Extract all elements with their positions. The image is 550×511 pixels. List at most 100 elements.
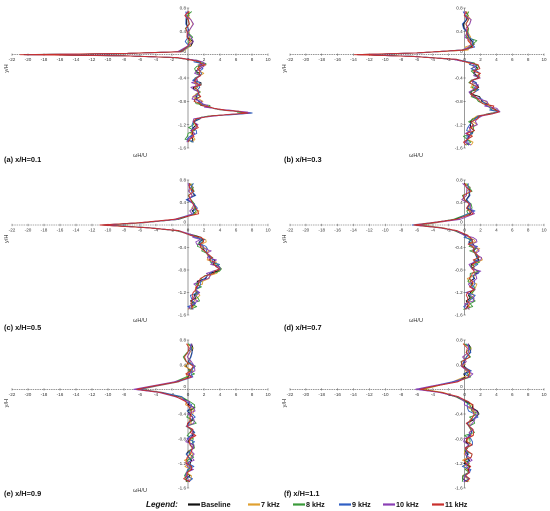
- y-tick-label: -1.2: [178, 290, 186, 295]
- x-tick-label: 8: [251, 228, 254, 233]
- x-tick-label: -16: [57, 392, 64, 397]
- x-tick-label: -22: [287, 392, 294, 397]
- x-tick-label: -12: [89, 228, 96, 233]
- x-tick-label: 4: [219, 228, 222, 233]
- x-tick-label: 2: [479, 228, 482, 233]
- y-tick-label: -0.4: [455, 412, 463, 417]
- y-tick-label: 0.8: [180, 6, 187, 11]
- x-tick-label: -20: [303, 392, 310, 397]
- y-tick-label: -0.4: [455, 245, 463, 250]
- series-line-10-khz: [357, 11, 501, 146]
- y-tick-label: -1.6: [178, 313, 186, 318]
- x-tick-label: -10: [382, 392, 389, 397]
- y-tick-label: 0: [460, 384, 463, 389]
- y-tick-label: -0.8: [455, 99, 463, 104]
- x-tick-label: -16: [334, 392, 341, 397]
- legend-item-label: 11 kHz: [445, 500, 468, 509]
- x-tick-label: -10: [382, 57, 389, 62]
- x-tick-label: -22: [287, 57, 294, 62]
- y-axis-label: y/H: [4, 235, 10, 243]
- series-line-7-khz: [109, 183, 222, 310]
- x-tick-label: -12: [89, 392, 96, 397]
- x-tick-label: -16: [57, 228, 64, 233]
- y-tick-label: -0.8: [455, 268, 463, 273]
- x-tick-label: -8: [399, 228, 404, 233]
- x-tick-label: -10: [105, 228, 112, 233]
- y-tick-label: 0: [460, 220, 463, 225]
- x-tick-label: -18: [318, 57, 325, 62]
- x-tick-label: -14: [350, 57, 357, 62]
- series-line-10-khz: [133, 343, 196, 483]
- x-tick-label: 6: [235, 228, 238, 233]
- x-tick-label: 4: [219, 57, 222, 62]
- y-tick-label: 0.8: [456, 178, 463, 183]
- y-tick-label: -0.4: [455, 76, 463, 81]
- x-tick-label: -22: [9, 228, 16, 233]
- x-tick-label: -14: [350, 228, 357, 233]
- x-tick-label: -20: [25, 228, 32, 233]
- y-tick-label: 0.8: [180, 178, 187, 183]
- x-tick-label: 10: [541, 228, 547, 233]
- x-tick-label: 0: [463, 392, 466, 397]
- x-tick-label: 0: [187, 392, 190, 397]
- x-tick-label: 2: [479, 392, 482, 397]
- y-tick-label: 0.4: [456, 200, 463, 205]
- x-tick-label: -8: [122, 228, 127, 233]
- legend-item-label: 9 kHz: [352, 500, 371, 509]
- x-tick-label: -12: [89, 57, 96, 62]
- panel-2: -22 -20 -18 -16 -14 -12 -10 -8 -6 -4 -2 0 2 4 6 8 100.80…: [282, 6, 547, 164]
- y-tick-label: -1.2: [455, 122, 463, 127]
- legend-item-label: 8 kHz: [306, 500, 325, 509]
- legend-item-label: 7 kHz: [261, 500, 280, 509]
- x-tick-label: 10: [265, 228, 271, 233]
- y-tick-label: -1.6: [178, 146, 186, 151]
- y-tick-label: -1.2: [178, 122, 186, 127]
- series-line-8-khz: [25, 11, 248, 143]
- x-tick-label: 0: [187, 228, 190, 233]
- x-tick-label: -4: [154, 57, 159, 62]
- x-tick-label: -2: [447, 57, 452, 62]
- panel-caption: (f) x/H=1.1: [284, 489, 320, 498]
- x-tick-label: -6: [415, 57, 420, 62]
- x-tick-label: -10: [105, 392, 112, 397]
- x-tick-label: 8: [251, 57, 254, 62]
- x-tick-label: 10: [265, 392, 271, 397]
- y-tick-label: 0.8: [456, 6, 463, 11]
- y-tick-label: -0.8: [455, 436, 463, 441]
- y-tick-label: 0: [183, 220, 186, 225]
- y-tick-label: 0: [460, 49, 463, 54]
- y-tick-label: 0.4: [456, 29, 463, 34]
- y-tick-label: 0.8: [180, 338, 187, 343]
- x-tick-label: -8: [122, 57, 127, 62]
- x-tick-label: -10: [382, 228, 389, 233]
- x-axis-label: ωH/U: [133, 488, 147, 494]
- x-tick-label: -18: [41, 228, 48, 233]
- panel-caption: (d) x/H=0.7: [284, 323, 322, 332]
- x-tick-label: -20: [303, 228, 310, 233]
- x-axis-label: ωH/U: [133, 153, 147, 159]
- x-tick-label: -14: [73, 392, 80, 397]
- y-axis-label: y/H: [282, 399, 288, 407]
- x-tick-label: 2: [203, 392, 206, 397]
- y-tick-label: -0.4: [178, 412, 186, 417]
- panel-caption: (b) x/H=0.3: [284, 155, 322, 164]
- series-line-11-khz: [136, 343, 197, 483]
- x-tick-label: -4: [431, 228, 436, 233]
- panel-caption: (e) x/H=0.9: [4, 489, 41, 498]
- legend-item-label: 10 kHz: [396, 500, 419, 509]
- series-line-11-khz: [99, 183, 220, 310]
- series-line-11-khz: [19, 11, 249, 143]
- panel-caption: (a) x/H=0.1: [4, 155, 41, 164]
- panel-4: -22 -20 -18 -16 -14 -12 -10 -8 -6 -4 -2 0 2 4 6 8 100.80…: [282, 178, 547, 332]
- panel-6: -22 -20 -18 -16 -14 -12 -10 -8 -6 -4 -2 0 2 4 6 8 100.80…: [282, 338, 547, 498]
- panel-1: -22 -20 -18 -16 -14 -12 -10 -8 -6 -4 -2 0 2 4 6 8 100.80…: [4, 6, 271, 164]
- x-tick-label: 8: [527, 392, 530, 397]
- x-tick-label: -22: [287, 228, 294, 233]
- y-tick-label: -0.4: [178, 76, 186, 81]
- x-tick-label: 2: [203, 228, 206, 233]
- series-line-baseline: [23, 11, 253, 143]
- x-tick-label: 4: [495, 57, 498, 62]
- series-line-9-khz: [27, 11, 253, 143]
- x-tick-label: -12: [366, 392, 373, 397]
- y-axis-label: y/H: [282, 64, 288, 72]
